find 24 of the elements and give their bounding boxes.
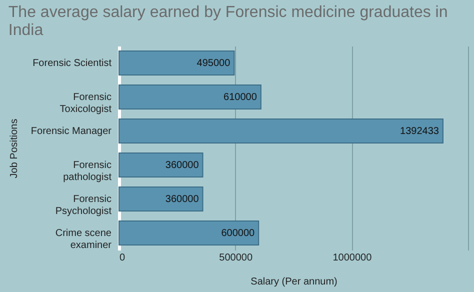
y-tick-label: Forensic Scientist <box>32 58 112 69</box>
bar <box>118 152 204 178</box>
x-tick-label: 500000 <box>219 252 253 264</box>
data-label: 610000 <box>224 92 258 103</box>
bar <box>118 186 204 212</box>
bar <box>118 220 260 246</box>
bar <box>118 84 262 110</box>
y-tick-label: Crime scene examiner <box>55 228 112 251</box>
y-axis-title: Job Positions <box>8 118 20 178</box>
data-label: 495000 <box>196 58 231 69</box>
data-label: 600000 <box>221 228 256 239</box>
bar <box>118 118 444 144</box>
data-label: 1392433 <box>400 126 440 137</box>
y-tick-label: Forensic pathologist <box>63 160 112 183</box>
chart-title: The average salary earned by Forensic medicine graduates in India <box>8 4 448 39</box>
x-axis-title: Salary (Per annum) <box>250 276 338 288</box>
data-label: 360000 <box>165 160 200 171</box>
y-tick-label: Forensic Psychologist <box>55 194 112 217</box>
bar <box>118 50 235 76</box>
y-tick-label: Forensic Manager <box>30 126 112 137</box>
x-tick-label: 1000000 <box>332 252 372 264</box>
data-label: 360000 <box>165 194 200 205</box>
y-tick-label: Forensic Toxicologist <box>60 92 112 115</box>
x-tick-label: 0 <box>120 252 126 264</box>
